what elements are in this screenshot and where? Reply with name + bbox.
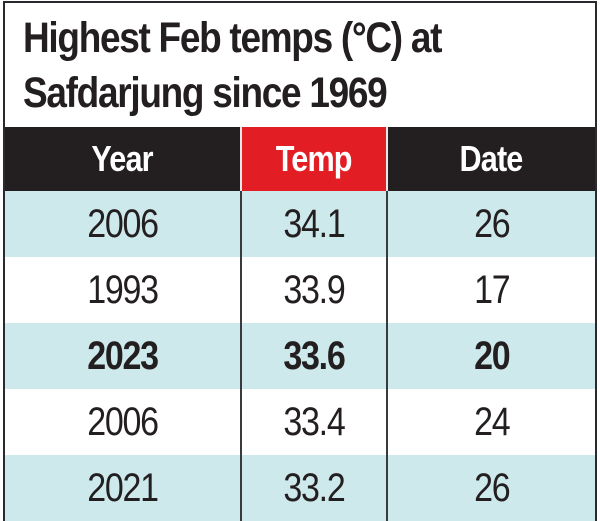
header-row: Year Temp Date [5,127,595,191]
cell-temp: 34.1 [240,191,388,257]
header-date: Date [387,127,595,191]
cell-year: 1993 [5,257,242,323]
cell-temp: 33.4 [240,389,388,455]
table-row: 2006 33.4 24 [5,389,595,455]
title-line-1: Highest Feb temps (°C) at [23,14,442,62]
cell-year: 2021 [5,455,242,521]
cell-year: 2023 [5,323,242,389]
table-row: 2021 33.2 26 [5,455,595,521]
temperature-table: Year Temp Date 2006 34.1 26 1993 33.9 17… [5,127,595,521]
cell-temp: 33.6 [240,323,388,389]
table-row-highlighted: 2023 33.6 20 [5,323,595,389]
cell-temp: 33.2 [240,455,388,521]
header-year: Year [5,127,241,191]
header-temp: Temp [240,127,388,191]
table-row: 1993 33.9 17 [5,257,595,323]
cell-temp: 33.9 [240,257,388,323]
cell-year: 2006 [5,389,242,455]
title-line-2: Safdarjung since 1969 [23,69,388,117]
cell-date: 26 [386,191,595,257]
cell-year: 2006 [5,191,242,257]
cell-date: 26 [386,455,595,521]
cell-date: 24 [386,389,595,455]
cell-date: 17 [386,257,595,323]
title: Highest Feb temps (°C) at Safdarjung sin… [23,11,505,121]
table-row: 2006 34.1 26 [5,191,595,257]
infographic-frame: Highest Feb temps (°C) at Safdarjung sin… [3,1,597,521]
cell-date: 20 [386,323,595,389]
